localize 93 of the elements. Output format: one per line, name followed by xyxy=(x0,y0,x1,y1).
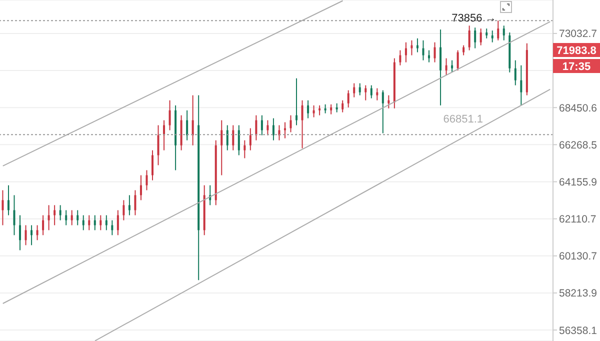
candlestick xyxy=(480,28,482,46)
y-tick-label: 58213.9 xyxy=(559,288,598,300)
candlestick xyxy=(157,124,160,166)
candlestick xyxy=(42,214,44,236)
ref-line-label: 66851.1 xyxy=(443,114,483,126)
candlestick xyxy=(330,104,332,115)
candlestick xyxy=(2,190,4,226)
candlestick xyxy=(70,210,73,226)
candlestick xyxy=(65,210,68,226)
candlestick xyxy=(88,214,90,231)
candlestick xyxy=(370,84,372,99)
candlestick xyxy=(468,25,470,51)
candlestick xyxy=(260,114,263,136)
candlestick xyxy=(301,100,304,149)
candlestick xyxy=(290,114,292,133)
candlestick xyxy=(24,224,27,246)
candlestick xyxy=(232,124,234,151)
candlestick xyxy=(134,190,136,216)
y-tick-label: 60130.7 xyxy=(559,250,598,263)
candlestick xyxy=(399,50,402,66)
y-tick-label: 56358.1 xyxy=(559,324,598,337)
candlestick xyxy=(502,25,505,41)
candlestick xyxy=(491,30,494,43)
candlestick xyxy=(76,210,79,226)
y-tick-label: 66268.5 xyxy=(559,139,598,152)
candlestick xyxy=(388,94,390,109)
candlestick xyxy=(54,204,56,226)
candlestick xyxy=(82,214,84,231)
candlestick xyxy=(238,124,240,156)
candlestick xyxy=(404,42,407,63)
candlestick xyxy=(116,210,119,236)
candlestick xyxy=(111,220,114,236)
candlestick xyxy=(13,194,16,236)
candlestick xyxy=(163,120,166,151)
candlestick xyxy=(422,40,424,61)
candlestick xyxy=(462,44,465,56)
candlestick xyxy=(94,214,96,231)
text: 71983.8 xyxy=(556,45,596,58)
candlestick xyxy=(220,120,223,176)
candlestick xyxy=(428,50,430,63)
y-tick-label: 68450.6 xyxy=(559,102,598,114)
candlestick xyxy=(122,200,125,221)
candlestick xyxy=(284,122,286,139)
candlestick xyxy=(100,214,102,231)
candlestick xyxy=(59,204,62,221)
y-tick-label: 62110.7 xyxy=(559,214,596,226)
candlestick xyxy=(186,110,188,141)
candlestick xyxy=(382,90,384,134)
candlestick xyxy=(128,194,130,216)
candlestick xyxy=(255,114,258,141)
candlestick xyxy=(410,40,413,56)
candlestick xyxy=(105,214,108,231)
candlestick xyxy=(451,60,454,73)
candlestick xyxy=(226,124,228,151)
candlestick xyxy=(520,64,522,106)
candlestick xyxy=(146,170,148,191)
candlestick xyxy=(347,90,350,108)
candlestick xyxy=(307,100,310,119)
candlestick xyxy=(486,28,488,39)
candlestick xyxy=(278,124,280,141)
candlestick xyxy=(312,104,315,118)
candlestick xyxy=(318,104,321,116)
candlestick xyxy=(152,150,154,181)
annotation: 73856 → xyxy=(452,12,496,25)
y-tick-label: 73032.7 xyxy=(559,28,598,40)
candlestick xyxy=(514,60,516,86)
y-tick-label: 64155.9 xyxy=(559,176,598,188)
candlestick xyxy=(48,204,50,231)
candlestick xyxy=(440,29,442,106)
candlestick xyxy=(272,118,274,141)
candlestick xyxy=(364,84,367,101)
candlestick xyxy=(192,94,194,146)
candlestick xyxy=(497,20,500,41)
candlestick xyxy=(445,58,448,76)
candlestick xyxy=(296,78,298,126)
candlestick xyxy=(266,120,269,136)
candlestick xyxy=(376,88,378,101)
candlestick xyxy=(434,42,436,63)
candlestick xyxy=(7,184,10,216)
candlestick xyxy=(358,82,361,96)
candlestick xyxy=(474,27,476,49)
candlestick xyxy=(249,128,252,151)
candlestick xyxy=(140,174,142,201)
text: 17:35 xyxy=(562,61,591,74)
candlestick xyxy=(456,50,459,71)
candlestick xyxy=(353,82,356,98)
candlestick xyxy=(30,224,33,246)
candlestick xyxy=(36,224,38,241)
candlestick xyxy=(168,100,171,131)
candlestick xyxy=(244,140,246,159)
candlestick xyxy=(416,38,418,53)
candlestick xyxy=(342,100,344,113)
candlestick xyxy=(19,214,22,251)
